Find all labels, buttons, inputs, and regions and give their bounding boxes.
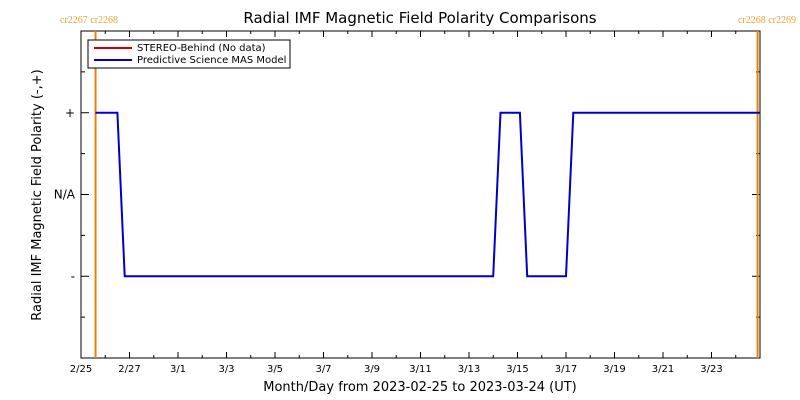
chart-title: Radial IMF Magnetic Field Polarity Compa… xyxy=(243,9,596,27)
y-tick-label: N/A xyxy=(54,188,76,202)
legend-label-stereo: STEREO-Behind (No data) xyxy=(137,43,266,54)
legend-label-mas: Predictive Science MAS Model xyxy=(137,55,286,66)
x-tick-label: 3/9 xyxy=(364,364,380,375)
x-ticks: 2/25 2/27 3/1 3/3 3/5 3/7 3/9 3/11 3/13 3/15 3/17 3… xyxy=(70,31,761,375)
y-tick-label: - xyxy=(71,269,75,283)
carrington-label-left: cr2267 cr2268 xyxy=(60,15,118,26)
x-tick-label: 3/5 xyxy=(267,364,283,375)
x-tick-label: 2/27 xyxy=(118,364,140,375)
plot-frame xyxy=(80,30,761,359)
x-tick-label: 2/25 xyxy=(70,364,92,375)
x-tick-label: 3/17 xyxy=(555,364,577,375)
x-tick-label: 3/23 xyxy=(700,364,722,375)
legend-box xyxy=(87,39,291,69)
y-tick-label: + xyxy=(65,106,75,120)
carrington-lines xyxy=(94,31,759,358)
x-tick-label: 3/13 xyxy=(458,364,480,375)
x-tick-label: 3/15 xyxy=(506,364,528,375)
x-tick-label: 3/19 xyxy=(603,364,625,375)
x-tick-label: 3/21 xyxy=(652,364,674,375)
x-tick-label: 3/11 xyxy=(409,364,431,375)
x-tick-label: 3/7 xyxy=(315,364,331,375)
x-tick-label: 3/1 xyxy=(170,364,186,375)
carrington-label-right: cr2268 cr2269 xyxy=(738,15,796,26)
legend: STEREO-Behind (No data) Predictive Scien… xyxy=(87,39,291,69)
x-axis-title: Month/Day from 2023-02-25 to 2023-03-24 … xyxy=(263,380,576,395)
series-lines xyxy=(95,111,760,278)
y-axis-title: Radial IMF Magnetic Field Polarity (-,+) xyxy=(30,69,45,320)
x-tick-label: 3/3 xyxy=(218,364,234,375)
series-line-1 xyxy=(95,111,760,278)
y-ticks: + N/A - xyxy=(54,71,760,318)
